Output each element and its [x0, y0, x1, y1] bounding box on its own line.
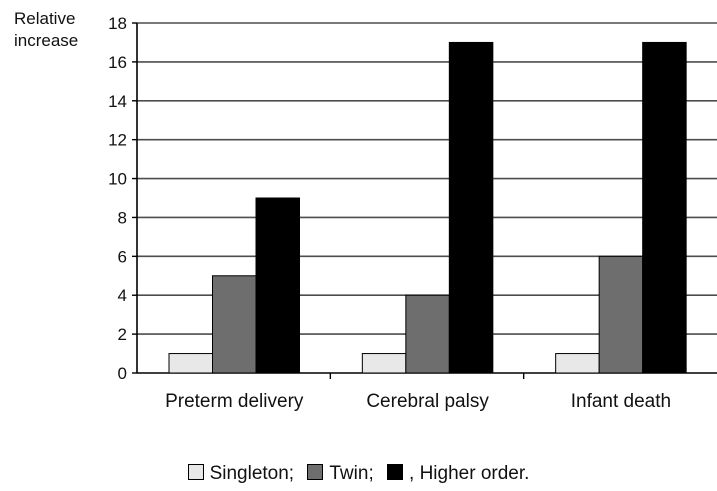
- y-tick-label-2: 2: [118, 325, 127, 344]
- legend: Singleton; Twin; , Higher order.: [0, 463, 717, 485]
- legend-label-twin: Twin;: [329, 463, 374, 484]
- y-tick-label-4: 4: [118, 286, 127, 305]
- x-category-label-preterm-delivery: Preterm delivery: [165, 391, 304, 412]
- legend-item-higher-order: , Higher order.: [387, 463, 529, 485]
- y-tick-label-18: 18: [108, 14, 127, 33]
- legend-swatch-singleton: [187, 464, 204, 480]
- bar-higher-order-infant-death: [642, 41, 687, 374]
- y-tick-label-16: 16: [108, 53, 127, 72]
- bar-twin-infant-death: [598, 255, 644, 374]
- x-category-label-cerebral-palsy: Cerebral palsy: [366, 391, 489, 412]
- legend-item-twin: Twin;: [307, 463, 374, 485]
- bar-singleton-infant-death: [555, 353, 600, 374]
- bar-chart: 0 2 4 6 8 10 12 14 16 18 Preterm delivery Cerebral …: [108, 14, 717, 412]
- y-tick-label-6: 6: [118, 247, 127, 266]
- bar-singleton-preterm-delivery: [168, 353, 213, 374]
- bar-twin-preterm-delivery: [212, 275, 257, 374]
- bar-higher-order-cerebral-palsy: [448, 41, 494, 374]
- legend-swatch-twin: [307, 464, 324, 480]
- x-category-label-infant-death: Infant death: [571, 391, 671, 412]
- y-axis-title: Relative increase: [14, 8, 78, 52]
- y-axis-title-line-2: increase: [14, 31, 79, 50]
- bar-twin-cerebral-palsy: [405, 294, 450, 374]
- y-tick-label-8: 8: [118, 208, 127, 227]
- y-tick-label-10: 10: [108, 170, 127, 189]
- legend-label-singleton: Singleton;: [209, 463, 295, 484]
- y-tick-label-12: 12: [108, 131, 127, 150]
- y-tick-label-14: 14: [108, 92, 127, 111]
- y-tick-label-0: 0: [118, 364, 127, 383]
- legend-swatch-higher-order: [387, 464, 404, 480]
- legend-item-singleton: Singleton;: [187, 463, 295, 485]
- y-axis-title-line-1: Relative: [14, 9, 76, 28]
- legend-label-higher-order: , Higher order.: [409, 463, 530, 484]
- bar-higher-order-preterm-delivery: [255, 197, 300, 374]
- bar-singleton-cerebral-palsy: [361, 353, 407, 374]
